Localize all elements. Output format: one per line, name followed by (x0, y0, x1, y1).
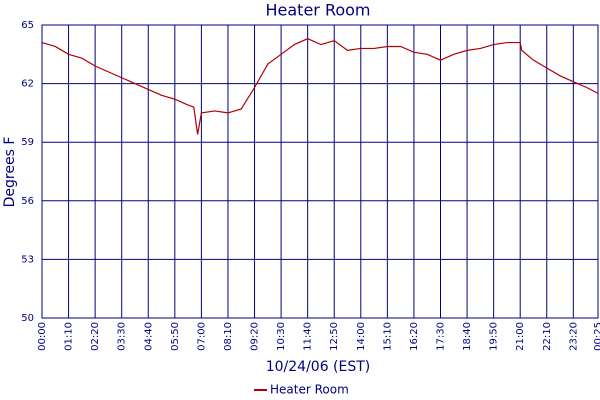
x-tick-label: 16:20 (409, 322, 420, 351)
x-tick-label: 04:40 (143, 322, 154, 351)
plot-area (41, 24, 599, 319)
x-tick-label: 12:50 (329, 322, 340, 351)
y-tick-label: 59 (21, 137, 34, 148)
x-tick-label: 15:10 (382, 322, 393, 351)
x-tick-label: 05:50 (170, 322, 181, 351)
x-tick-label: 00:25 (593, 322, 600, 351)
x-tick-label: 18:40 (462, 322, 473, 351)
x-tick-label: 01:10 (64, 322, 75, 351)
chart-title: Heater Room (265, 1, 370, 20)
y-axis-label: Degrees F (2, 137, 18, 208)
y-tick-label: 53 (21, 254, 34, 265)
y-tick-label: 56 (21, 196, 34, 207)
y-tick-label: 62 (21, 79, 34, 90)
x-tick-label: 09:20 (250, 322, 261, 351)
x-tick-label: 00:00 (37, 322, 48, 351)
x-tick-label: 02:20 (90, 322, 101, 351)
y-tick-label: 65 (21, 20, 34, 31)
y-tick-label: 50 (21, 313, 34, 324)
x-tick-label: 22:10 (542, 322, 553, 351)
x-tick-label: 19:50 (489, 322, 500, 351)
legend-label: Heater Room (270, 383, 349, 397)
x-tick-label: 07:00 (196, 322, 207, 351)
data-line (41, 38, 599, 135)
x-tick-label: 14:00 (356, 322, 367, 351)
x-tick-label: 17:30 (435, 322, 446, 351)
x-tick-label: 23:20 (568, 322, 579, 351)
x-tick-label: 10:30 (276, 322, 287, 351)
x-axis-label: 10/24/06 (EST) (266, 359, 371, 375)
x-tick-label: 03:30 (117, 322, 128, 351)
x-tick-label: 08:10 (223, 322, 234, 351)
x-tick-label: 11:40 (303, 322, 314, 351)
x-tick-label: 21:00 (515, 322, 526, 351)
